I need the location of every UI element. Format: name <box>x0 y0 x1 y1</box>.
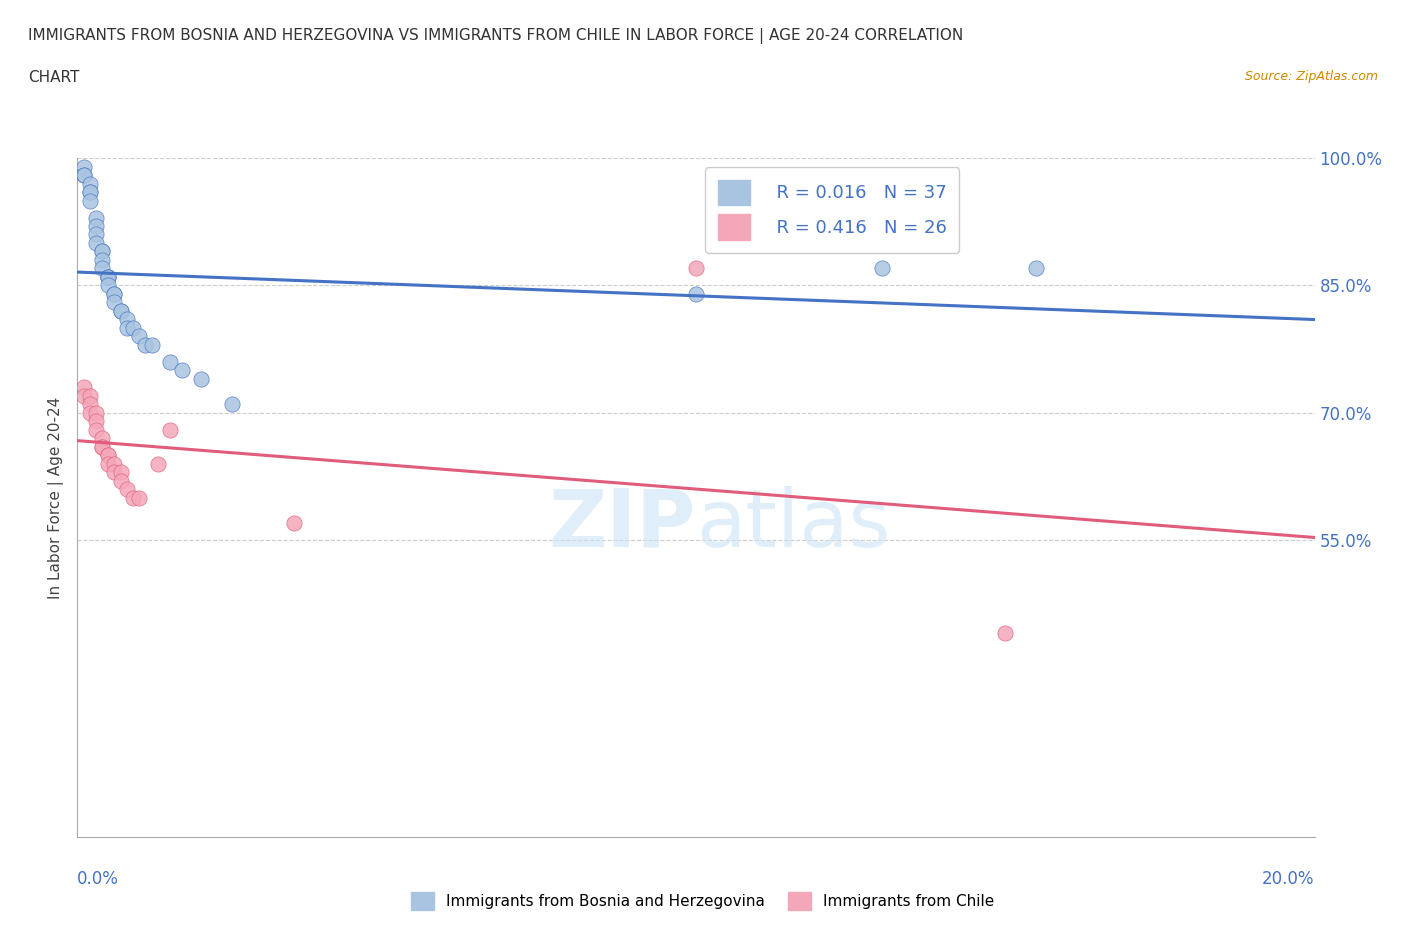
Text: Source: ZipAtlas.com: Source: ZipAtlas.com <box>1244 70 1378 83</box>
Point <box>283 515 305 530</box>
Point <box>103 457 125 472</box>
Point <box>84 219 107 233</box>
Point <box>79 193 101 208</box>
Point <box>91 244 114 259</box>
Point <box>91 431 114 445</box>
Point <box>103 465 125 480</box>
Point <box>84 405 107 420</box>
Point <box>103 286 125 301</box>
Point <box>91 261 114 276</box>
Legend:   R = 0.016   N = 37,   R = 0.416   N = 26: R = 0.016 N = 37, R = 0.416 N = 26 <box>704 167 959 253</box>
Legend: Immigrants from Bosnia and Herzegovina, Immigrants from Chile: Immigrants from Bosnia and Herzegovina, … <box>404 884 1002 918</box>
Point <box>870 261 893 276</box>
Text: CHART: CHART <box>28 70 80 85</box>
Text: 20.0%: 20.0% <box>1263 870 1315 887</box>
Point <box>128 490 150 505</box>
Point <box>1025 261 1047 276</box>
Point <box>221 397 243 412</box>
Point <box>110 303 132 318</box>
Point <box>134 338 156 352</box>
Point <box>72 389 94 404</box>
Point <box>79 185 101 200</box>
Point <box>685 286 707 301</box>
Point <box>84 227 107 242</box>
Point <box>110 473 132 488</box>
Point <box>91 439 114 454</box>
Point <box>159 354 181 369</box>
Point <box>115 482 138 497</box>
Point <box>103 295 125 310</box>
Point <box>97 270 120 285</box>
Text: ZIP: ZIP <box>548 485 696 564</box>
Point <box>72 379 94 394</box>
Point <box>994 626 1017 641</box>
Point <box>79 405 101 420</box>
Point <box>84 210 107 225</box>
Point <box>172 363 194 378</box>
Point <box>79 389 101 404</box>
Point <box>72 167 94 182</box>
Point <box>97 457 120 472</box>
Point <box>190 371 212 386</box>
Point <box>79 176 101 191</box>
Point <box>91 253 114 268</box>
Point <box>84 422 107 437</box>
Point <box>84 414 107 429</box>
Point <box>79 185 101 200</box>
Point <box>115 312 138 326</box>
Point <box>110 465 132 480</box>
Point <box>97 447 120 462</box>
Point <box>685 261 707 276</box>
Point <box>128 329 150 344</box>
Text: 0.0%: 0.0% <box>77 870 120 887</box>
Point <box>91 439 114 454</box>
Point <box>97 447 120 462</box>
Point <box>72 159 94 174</box>
Point <box>115 320 138 336</box>
Point <box>103 286 125 301</box>
Point <box>141 338 163 352</box>
Point <box>122 320 145 336</box>
Point <box>122 490 145 505</box>
Point <box>79 397 101 412</box>
Point <box>97 270 120 285</box>
Text: atlas: atlas <box>696 485 890 564</box>
Point <box>72 167 94 182</box>
Point <box>110 303 132 318</box>
Point <box>97 270 120 285</box>
Point <box>91 244 114 259</box>
Point <box>84 235 107 250</box>
Point <box>159 422 181 437</box>
Point <box>146 457 169 472</box>
Text: IMMIGRANTS FROM BOSNIA AND HERZEGOVINA VS IMMIGRANTS FROM CHILE IN LABOR FORCE |: IMMIGRANTS FROM BOSNIA AND HERZEGOVINA V… <box>28 28 963 44</box>
Point <box>97 278 120 293</box>
Y-axis label: In Labor Force | Age 20-24: In Labor Force | Age 20-24 <box>48 396 65 599</box>
